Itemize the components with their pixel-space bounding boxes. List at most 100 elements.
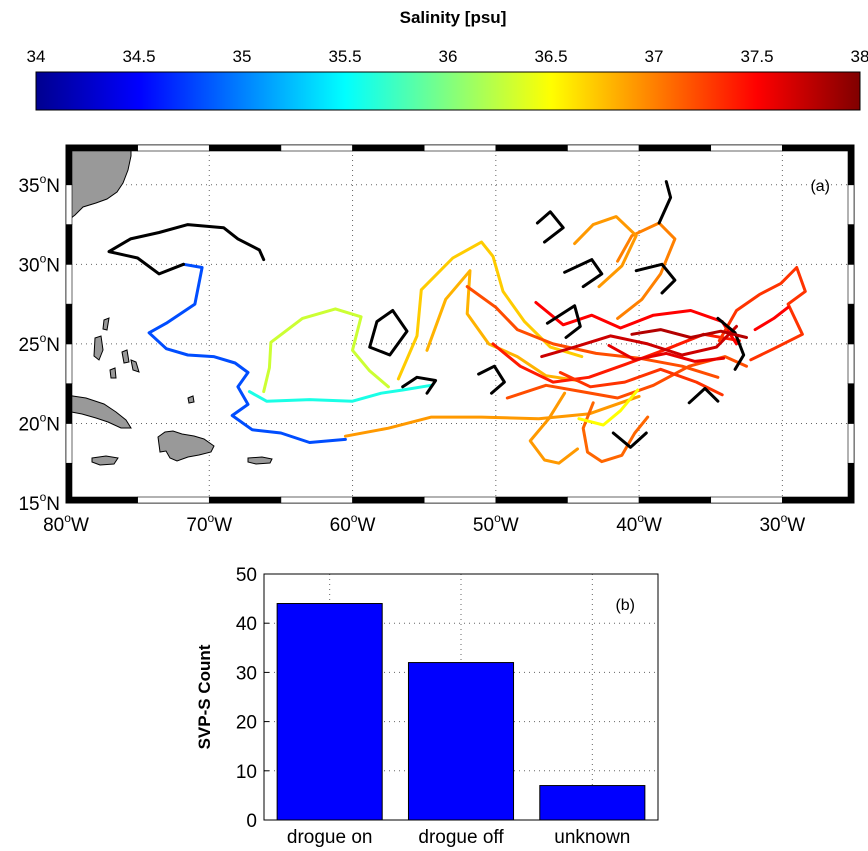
map-border-segment [782,144,855,152]
drifter-track [634,262,677,295]
colorbar-tick-label: 35.5 [328,47,361,66]
colorbar-tick-label: 36 [439,47,458,66]
map-border-segment [65,383,73,424]
bar-y-tick-label: 40 [236,614,257,635]
land-bahamas-2 [121,349,130,364]
land-turks-caicos [187,395,195,404]
drifter-track [534,301,738,346]
bar-y-tick-labels: 0 10 20 30 40 50 [236,565,257,832]
drifter-track [581,401,650,464]
bar-panel: 0 10 20 30 40 50 drogue on drogue off unknown S… [195,565,659,848]
drifter-track [573,215,638,289]
map-x-tick-labels: 80oW 70oW 60oW 50oW 40oW 30oW [43,511,805,536]
drifter-track [611,431,648,449]
drifter-track [657,180,673,225]
map-x-tick-label: 40oW [616,511,662,536]
bar [276,603,383,821]
map-border-segment [495,496,568,504]
map-x-tick-label: 60oW [330,511,376,536]
drifter-track [107,223,266,276]
map-border-segment [280,496,353,504]
bar-y-tick-label: 30 [236,663,257,684]
map-border-segment [65,144,138,152]
map-border-segment [710,496,783,504]
map-border-segment [65,462,73,504]
drifter-track [528,391,579,465]
map-y-tick-label: 20oN [18,410,60,435]
map-y-tick-label: 15oN [18,490,60,515]
map-x-tick-label: 70oW [186,511,232,536]
map-border-segment [208,496,282,504]
land-jamaica [91,455,119,466]
map-border-segment [280,144,353,152]
map-x-tick-label: 50oW [473,511,519,536]
drifter-track [368,309,409,357]
bar-x-tick-label: unknown [554,827,630,848]
drifter-track [577,388,640,427]
map-border-segment [65,264,73,305]
map-border-segment [423,144,497,152]
colorbar-tick-label: 36.5 [534,47,567,66]
colorbar-tick-label: 35 [233,47,252,66]
map-border-segment [847,184,855,225]
drifter-track [425,269,579,382]
map-border-segment [638,144,712,152]
map-border-segment [567,496,640,504]
map-border-segment [847,224,855,265]
land-masses [66,145,273,466]
map-y-tick-label: 25oN [18,331,60,356]
land-bahamas-3 [130,359,140,373]
panel-a-label: (a) [810,178,830,195]
land-us-coast [66,145,132,223]
colorbar-tick-label: 37 [645,47,664,66]
map-border-segment [137,496,210,504]
drifter-track [563,258,604,289]
bar-y-tick-label: 10 [236,762,257,783]
bar-ylabel: SVP-S Count [195,644,214,749]
map-border-segment [782,496,855,504]
drifter-track [535,210,565,244]
map-border-segment [847,303,855,345]
map-border-segment [847,144,855,186]
panel-b-label: (b) [615,597,635,614]
map-border-segment [847,343,855,384]
drifter-track [247,383,433,403]
map-border-segment [710,144,783,152]
bar-axes-box [263,573,659,821]
drifter-track [716,316,746,371]
colorbar-tick-labels: 34 34.5 35 35.5 36 36.5 37 37.5 38 [27,47,868,66]
drifter-track [687,386,720,405]
map-border-segment [65,184,73,225]
colorbar-tick-label: 34 [27,47,46,66]
drifter-track [616,221,677,320]
map-border-segment [65,423,73,464]
bar [539,785,646,821]
bar-y-tick-label: 20 [236,713,257,734]
map-border-segment [847,462,855,504]
bar-y-tick-label: 0 [246,811,257,832]
map-y-tick-labels: 15oN 20oN 25oN 30oN 35oN [18,172,60,515]
map-border-segment [65,496,138,504]
map-border-segment [65,224,73,265]
bar-x-tick-label: drogue off [418,827,504,848]
map-border-segment [65,343,73,384]
land-hispaniola [157,430,215,462]
colorbar-tick-label: 34.5 [122,47,155,66]
drifter-track [558,367,724,397]
colorbar [35,71,861,111]
land-bahamas-1 [102,317,110,331]
map-border-segment [65,303,73,345]
drifter-track [262,307,390,394]
map-border-segment [423,496,497,504]
colorbar-tick-label: 37.5 [740,47,773,66]
drifter-tracks [107,180,807,465]
map-border-segment [137,144,210,152]
map-border-segment [208,144,282,152]
map-y-tick-label: 35oN [18,172,60,197]
land-cuba [66,394,132,429]
land-puerto-rico [247,456,273,465]
drifter-track [147,262,347,444]
map-border-segment [352,496,425,504]
map-frame [65,144,855,504]
